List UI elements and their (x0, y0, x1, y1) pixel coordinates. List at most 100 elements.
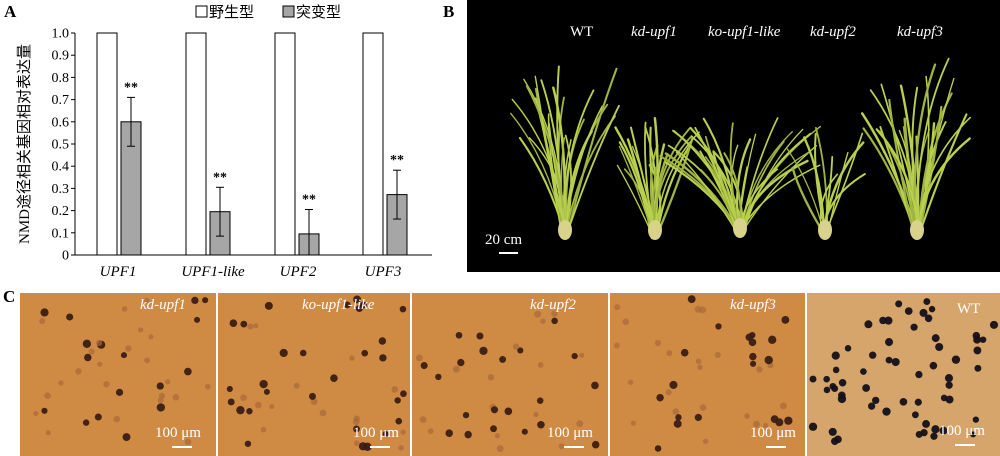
pollen-grain (499, 355, 507, 363)
pollen-grain (148, 334, 154, 340)
leaf (741, 128, 804, 237)
micrograph-label: ko-upf1-like (302, 297, 375, 313)
pollen-grain (540, 318, 546, 324)
pollen-grain (263, 388, 270, 395)
plant-scale-bar (499, 252, 518, 254)
pollen-grain (945, 395, 954, 404)
pollen-grain (353, 415, 360, 422)
pollen-grain (445, 429, 453, 437)
pollen-grain (885, 356, 893, 364)
pollen-grain (882, 407, 891, 416)
pollen-grain (614, 304, 621, 311)
plant-base (733, 218, 747, 238)
micrograph-kd-upf2: kd-upf2 100 μm (412, 293, 608, 456)
significance-label: ** (302, 192, 316, 207)
pollen-grain (354, 440, 360, 447)
pollen-grain (349, 355, 355, 361)
micrograph-scale-label: 100 μm (155, 425, 201, 441)
pollen-grain (675, 414, 682, 421)
y-tick-label: 1.0 (52, 27, 70, 42)
pollen-grain (240, 320, 248, 328)
y-tick-label: 0.1 (52, 226, 70, 241)
pollen-grain (94, 413, 102, 421)
pollen-grain (930, 432, 938, 440)
pollen-grain (156, 382, 164, 390)
leaf (675, 151, 740, 237)
micrograph-label: kd-upf2 (530, 297, 576, 313)
pollen-grain (828, 427, 837, 436)
micrograph-scale-label: 100 μm (547, 425, 593, 441)
pollen-grain (125, 345, 132, 352)
legend-label: 野生型 (209, 3, 254, 21)
pollen-grain (115, 388, 124, 396)
pollen-grain (45, 430, 51, 436)
plant-label-kd-upf1: kd-upf1 (631, 24, 677, 40)
pollen-grain (697, 364, 703, 370)
pollen-grain (864, 320, 873, 329)
plant-scale-label: 20 cm (485, 232, 523, 248)
plant-1 (614, 117, 700, 240)
plant-photo-panel: WT kd-upf1 ko-upf1-like kd-upf2 kd-upf3 … (467, 0, 1000, 272)
pollen-grain (121, 306, 128, 312)
pollen-grain (844, 345, 852, 352)
pollen-grain (770, 415, 779, 424)
pollen-grain (627, 379, 634, 385)
pollen-grain (269, 404, 275, 410)
x-tick-label: UPF1-like (181, 264, 245, 280)
pollen-grain (44, 392, 51, 400)
micrograph-scale-bar (370, 446, 390, 448)
pollen-grain (537, 420, 545, 429)
pollen-grain (490, 406, 499, 414)
pollen-grain (885, 338, 894, 347)
pollen-grain (904, 307, 913, 315)
pollen-grain (779, 402, 787, 410)
pollen-grain (144, 297, 150, 304)
x-tick-label: UPF2 (280, 264, 317, 280)
pollen-grain (914, 398, 922, 406)
expression-bar-chart: 0 0.1 0.2 0.3 0.4 0.5 0.6 0.7 0.8 0.9 1.0 NMD途径相关基因… (16, 3, 432, 280)
micrograph-scale-label: 100 μm (939, 423, 985, 439)
pollen-grains (415, 310, 600, 453)
micrograph-label: WT (957, 301, 981, 317)
pollen-grain (399, 305, 407, 313)
leaf (565, 67, 618, 240)
pollen-grain (435, 373, 442, 381)
pollen-grain (879, 316, 887, 325)
pollen-grain (84, 353, 92, 362)
micrograph-label: kd-upf3 (730, 297, 776, 313)
leaf (913, 63, 937, 240)
leaf (534, 75, 563, 239)
y-tick-label: 0.2 (52, 204, 70, 219)
pollen-grain (264, 301, 273, 310)
pollen-grain (654, 339, 662, 347)
y-tick-label: 0.7 (52, 93, 70, 108)
y-tick-label: 0.9 (52, 49, 70, 64)
pollen-grain (378, 337, 387, 345)
pollen-grain (823, 375, 830, 383)
pollen-grain (75, 368, 82, 375)
pollen-grain (924, 314, 933, 323)
pollen-grain (756, 366, 763, 373)
pollen-grain (910, 323, 918, 331)
pollen-grain (702, 438, 709, 444)
pollen-grain (157, 397, 164, 404)
pollen-grains (226, 295, 407, 452)
plant-base (910, 220, 924, 240)
pollen-grain (972, 416, 980, 423)
pollen-grain (533, 411, 539, 418)
pollen-grain (299, 349, 307, 357)
pollen-grain (419, 416, 427, 424)
pollen-grain (103, 381, 110, 388)
pollen-grain (680, 348, 689, 357)
pollen-grain (165, 379, 171, 385)
pollen-grain (521, 428, 528, 435)
pollen-grain (591, 440, 600, 449)
pollen-grain (204, 383, 211, 390)
pollen-grain (184, 367, 192, 376)
significance-label: ** (124, 80, 138, 95)
pollen-grain (534, 310, 542, 318)
pollen-grain (973, 346, 982, 355)
pollen-grain (244, 440, 252, 447)
pollen-grain (974, 364, 982, 372)
pollen-grain (809, 375, 817, 383)
